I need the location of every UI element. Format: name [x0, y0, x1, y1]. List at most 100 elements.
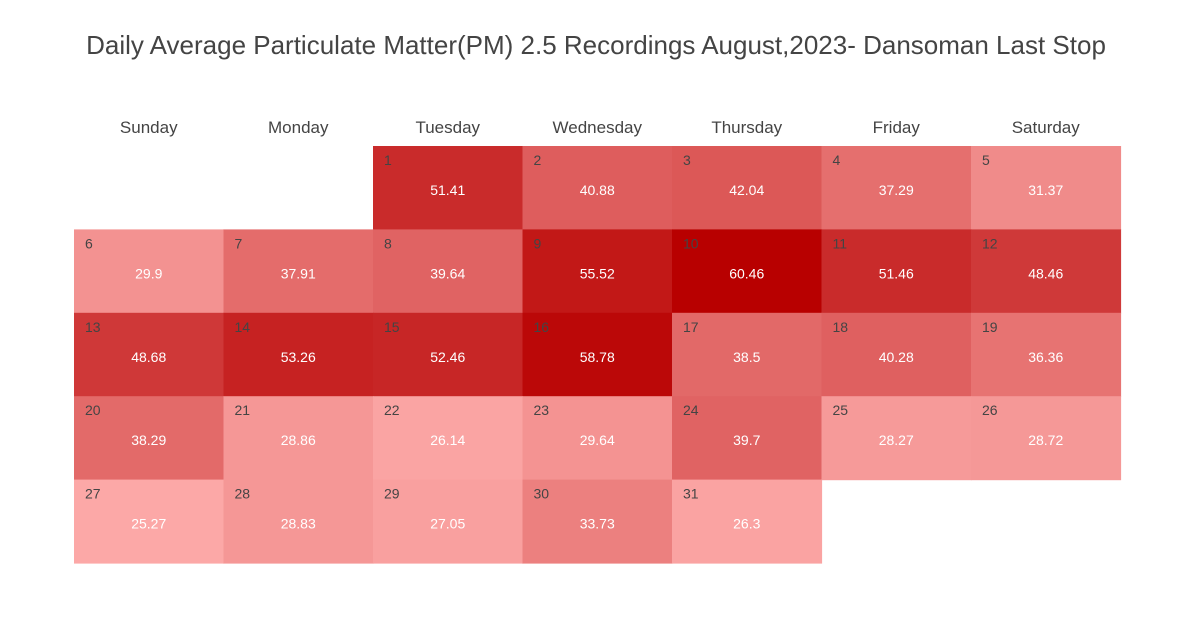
- day-value-label: 58.78: [580, 349, 615, 365]
- day-cell-18[interactable]: 18 40.28: [821, 312, 972, 397]
- day-value-label: 39.7: [733, 432, 760, 448]
- day-cell-rect: [373, 396, 524, 481]
- day-number-label: 12: [982, 235, 998, 251]
- day-number-label: 23: [534, 402, 550, 418]
- day-cell-rect: [522, 146, 673, 230]
- weekday-label-saturday: Saturday: [1012, 118, 1081, 137]
- day-cell-9[interactable]: 955.52: [522, 229, 673, 314]
- day-number-label: 15: [384, 319, 400, 335]
- day-cell-rect: [373, 312, 524, 397]
- day-cell-29[interactable]: 29 27.05: [373, 479, 524, 564]
- day-number-label: 17: [683, 319, 699, 335]
- day-cell-rect: [821, 146, 972, 230]
- day-value-label: 51.46: [879, 265, 914, 281]
- day-cell-19[interactable]: 19 36.36: [971, 312, 1122, 397]
- day-cell-rect: [971, 312, 1122, 397]
- day-value-label: 37.29: [879, 182, 914, 198]
- weekday-label-thursday: Thursday: [711, 118, 782, 137]
- day-number-label: 29: [384, 486, 400, 502]
- day-number-label: 24: [683, 402, 699, 418]
- day-number-label: 1: [384, 152, 392, 168]
- day-value-label: 33.73: [580, 516, 615, 532]
- day-value-label: 48.46: [1028, 265, 1063, 281]
- day-number-label: 6: [85, 235, 93, 251]
- day-cell-rect: [74, 229, 225, 314]
- day-cell-12[interactable]: 12 48.46: [971, 229, 1122, 314]
- day-number-label: 10: [683, 235, 699, 251]
- day-cell-27[interactable]: 27 25.27: [74, 479, 225, 564]
- day-cell-rect: [223, 312, 374, 397]
- day-cell-rect: [672, 396, 823, 481]
- day-cell-rect: [971, 229, 1122, 314]
- day-cell-24[interactable]: 24 39.7: [672, 396, 823, 481]
- day-number-label: 7: [235, 235, 243, 251]
- day-number-label: 27: [85, 486, 101, 502]
- day-number-label: 18: [833, 319, 849, 335]
- day-cell-rect: [522, 396, 673, 481]
- day-cell-14[interactable]: 14 53.26: [223, 312, 374, 397]
- day-value-label: 42.04: [729, 182, 764, 198]
- weekday-headers: Sunday Monday Tuesday Wednesday Thursday Frid…: [120, 118, 1080, 137]
- day-value-label: 51.41: [430, 182, 465, 198]
- day-cell-16[interactable]: 16 58.78: [522, 312, 673, 397]
- day-value-label: 28.27: [879, 432, 914, 448]
- day-cell-6[interactable]: 629.9: [74, 229, 225, 314]
- day-cell-22[interactable]: 22 26.14: [373, 396, 524, 481]
- day-cell-rect: [373, 229, 524, 314]
- day-cell-rect: [821, 396, 972, 481]
- day-value-label: 27.05: [430, 516, 465, 532]
- day-cell-rect: [74, 396, 225, 481]
- day-cell-rect: [821, 312, 972, 397]
- day-number-label: 26: [982, 402, 998, 418]
- day-cell-rect: [223, 479, 374, 564]
- day-cell-rect: [522, 312, 673, 397]
- day-cell-28[interactable]: 28 28.83: [223, 479, 374, 564]
- day-cell-31[interactable]: 31 26.3: [672, 479, 823, 564]
- day-value-label: 60.46: [729, 265, 764, 281]
- day-value-label: 38.29: [131, 432, 166, 448]
- day-cell-1[interactable]: 151.41: [373, 146, 524, 230]
- day-number-label: 21: [235, 402, 251, 418]
- day-cell-26[interactable]: 26 28.72: [971, 396, 1122, 481]
- weekday-label-friday: Friday: [873, 118, 921, 137]
- day-cell-rect: [373, 146, 524, 230]
- day-cell-2[interactable]: 240.88: [522, 146, 673, 230]
- day-value-label: 28.72: [1028, 432, 1063, 448]
- day-value-label: 29.9: [135, 265, 162, 281]
- day-cell-10[interactable]: 10 60.46: [672, 229, 823, 314]
- day-cell-21[interactable]: 21 28.86: [223, 396, 374, 481]
- day-cell-4[interactable]: 437.29: [821, 146, 972, 230]
- day-value-label: 38.5: [733, 349, 760, 365]
- day-cell-25[interactable]: 25 28.27: [821, 396, 972, 481]
- day-number-label: 2: [534, 152, 542, 168]
- day-cell-30[interactable]: 30 33.73: [522, 479, 673, 564]
- day-number-label: 13: [85, 319, 101, 335]
- day-cell-rect: [672, 146, 823, 230]
- day-number-label: 11: [833, 235, 848, 251]
- day-number-label: 4: [833, 152, 841, 168]
- day-cell-rect: [821, 229, 972, 314]
- day-cell-11[interactable]: 11 51.46: [821, 229, 972, 314]
- day-cell-rect: [74, 312, 225, 397]
- day-value-label: 55.52: [580, 265, 615, 281]
- day-cell-15[interactable]: 15 52.46: [373, 312, 524, 397]
- day-cell-rect: [971, 396, 1122, 481]
- day-cell-13[interactable]: 13 48.68: [74, 312, 225, 397]
- day-number-label: 8: [384, 235, 392, 251]
- day-value-label: 52.46: [430, 349, 465, 365]
- day-value-label: 28.86: [281, 432, 316, 448]
- day-cell-5[interactable]: 531.37: [971, 146, 1122, 230]
- day-cell-7[interactable]: 737.91: [223, 229, 374, 314]
- day-cell-rect: [522, 229, 673, 314]
- day-number-label: 3: [683, 152, 691, 168]
- day-cell-20[interactable]: 20 38.29: [74, 396, 225, 481]
- day-cell-17[interactable]: 17 38.5: [672, 312, 823, 397]
- day-cell-23[interactable]: 23 29.64: [522, 396, 673, 481]
- day-cell-rect: [223, 396, 374, 481]
- day-cell-3[interactable]: 342.04: [672, 146, 823, 230]
- day-value-label: 36.36: [1028, 349, 1063, 365]
- day-cell-8[interactable]: 839.64: [373, 229, 524, 314]
- day-number-label: 31: [683, 486, 699, 502]
- day-number-label: 16: [534, 319, 550, 335]
